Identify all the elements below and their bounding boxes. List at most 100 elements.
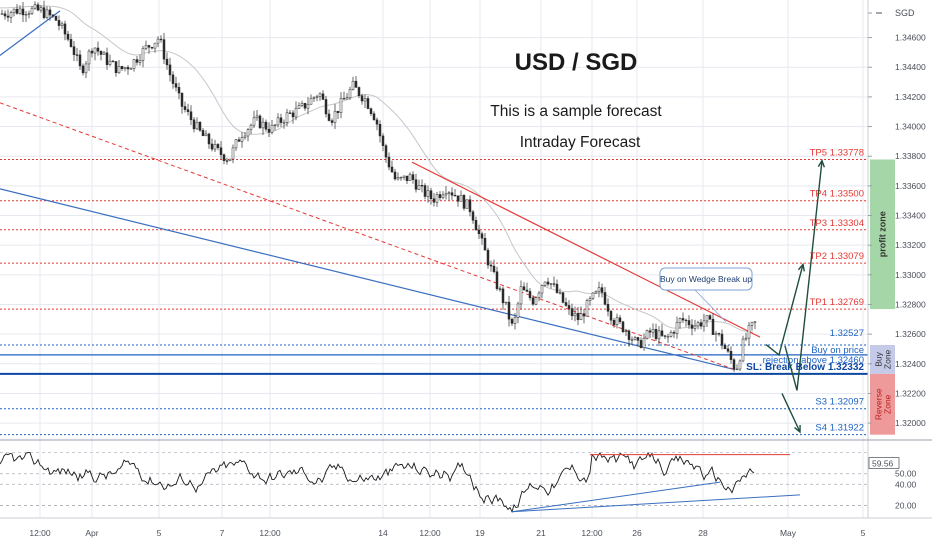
candle-body bbox=[555, 283, 559, 293]
candle-body bbox=[474, 220, 478, 231]
candle-body bbox=[456, 195, 460, 202]
candle-body bbox=[741, 338, 745, 362]
candle-body bbox=[387, 156, 391, 168]
candle-body bbox=[525, 289, 529, 292]
candle-body bbox=[675, 322, 679, 334]
candle-body bbox=[345, 97, 349, 100]
candle-body bbox=[306, 103, 310, 109]
zone-label: BuyZone bbox=[874, 349, 893, 369]
level-label: S4 1.31922 bbox=[815, 423, 864, 434]
candle-body bbox=[438, 194, 442, 198]
rsi-support-line-b bbox=[511, 494, 801, 513]
candle-body bbox=[417, 185, 421, 190]
candle-body bbox=[240, 137, 244, 142]
candle-body bbox=[459, 195, 463, 202]
candle-body bbox=[159, 38, 163, 41]
candle-body bbox=[726, 348, 730, 352]
candle-body bbox=[516, 303, 520, 318]
candle-body bbox=[351, 80, 355, 90]
candle-body bbox=[225, 160, 229, 162]
candle-body bbox=[297, 105, 301, 109]
candle-body bbox=[678, 318, 682, 323]
candle-body bbox=[18, 8, 22, 14]
candle-body bbox=[279, 117, 283, 123]
level-lines: TP5 1.33778 TP4 1.33500 TP3 1.33304 TP2 1.3… bbox=[0, 147, 868, 436]
candle-body bbox=[465, 199, 469, 209]
candles bbox=[0, 0, 757, 372]
candle-body bbox=[0, 13, 4, 15]
candle-body bbox=[168, 64, 172, 76]
chart-subtitle-1: This is a sample forecast bbox=[490, 103, 662, 120]
callout-pointer bbox=[694, 289, 727, 323]
forecast-arrow-up-long-head bbox=[817, 159, 826, 168]
candle-body bbox=[3, 13, 7, 17]
candle-body bbox=[615, 317, 619, 325]
candle-body bbox=[72, 46, 76, 55]
candle-body bbox=[111, 60, 115, 63]
candle-body bbox=[357, 87, 361, 96]
candle-body bbox=[87, 50, 91, 65]
candle-body bbox=[210, 143, 214, 150]
time-tick-label: 5 bbox=[861, 528, 866, 538]
candle-body bbox=[489, 264, 493, 267]
candle-body bbox=[366, 98, 370, 109]
price-axis: 1.34600 1.34400 1.34200 1.34000 1.33800 1.336… bbox=[0, 0, 932, 519]
candle-body bbox=[147, 45, 151, 48]
candle-body bbox=[600, 287, 604, 293]
level-label: TP1 1.32769 bbox=[810, 297, 864, 308]
candle-body bbox=[75, 54, 79, 56]
candle-body bbox=[510, 318, 514, 324]
price-tick-label: 1.34200 bbox=[895, 92, 926, 102]
zone-label: ReverseZone bbox=[874, 388, 893, 420]
candle-body bbox=[648, 330, 652, 333]
time-tick-label: Apr bbox=[85, 528, 98, 538]
candle-body bbox=[183, 106, 187, 110]
candle-body bbox=[528, 291, 532, 299]
candle-body bbox=[495, 271, 499, 289]
time-tick-label: 12:00 bbox=[259, 528, 281, 538]
candle-body bbox=[258, 115, 262, 129]
candle-body bbox=[642, 337, 646, 348]
candle-body bbox=[732, 359, 736, 370]
candle-body bbox=[342, 98, 346, 100]
candle-body bbox=[522, 286, 526, 291]
candle-body bbox=[639, 340, 643, 348]
candle-body bbox=[186, 109, 190, 112]
candle-body bbox=[204, 133, 208, 137]
zone-label: profit zone bbox=[878, 211, 888, 257]
candle-body bbox=[708, 315, 712, 320]
candle-body bbox=[423, 185, 427, 197]
candle-body bbox=[30, 7, 34, 14]
candle-body bbox=[363, 98, 367, 102]
candle-body bbox=[534, 297, 538, 305]
candle-body bbox=[252, 117, 256, 126]
candle-body bbox=[477, 229, 481, 234]
candle-body bbox=[570, 308, 574, 317]
candle-body bbox=[105, 52, 109, 65]
candle-body bbox=[228, 158, 232, 162]
candle-body bbox=[498, 288, 502, 290]
candle-body bbox=[414, 179, 418, 190]
level-label: 1.32527 bbox=[830, 328, 864, 339]
candle-body bbox=[375, 119, 379, 125]
candle-body bbox=[132, 59, 136, 69]
candle-body bbox=[441, 194, 445, 198]
candle-body bbox=[660, 330, 664, 336]
candle-body bbox=[429, 190, 433, 199]
candle-body bbox=[51, 14, 55, 17]
candle-body bbox=[393, 171, 397, 180]
candle-body bbox=[564, 302, 568, 306]
candle-body bbox=[243, 135, 247, 138]
candle-body bbox=[246, 129, 250, 137]
candle-body bbox=[60, 23, 64, 26]
candle-body bbox=[108, 60, 112, 65]
candle-body bbox=[171, 74, 175, 84]
candle-body bbox=[285, 112, 289, 123]
candle-body bbox=[348, 89, 352, 98]
candle-body bbox=[504, 301, 508, 304]
candle-body bbox=[729, 351, 733, 360]
candle-body bbox=[579, 313, 583, 321]
